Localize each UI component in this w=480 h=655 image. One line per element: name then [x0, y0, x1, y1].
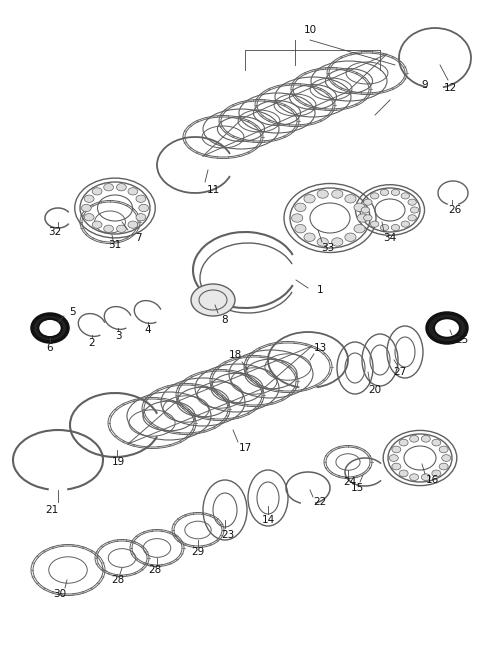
Ellipse shape — [117, 183, 126, 191]
Ellipse shape — [84, 195, 94, 202]
Ellipse shape — [434, 318, 460, 338]
Text: 17: 17 — [239, 443, 252, 453]
Ellipse shape — [410, 207, 419, 213]
Ellipse shape — [354, 203, 365, 212]
Ellipse shape — [364, 199, 372, 205]
Text: 16: 16 — [425, 475, 439, 485]
Ellipse shape — [408, 215, 416, 221]
Ellipse shape — [391, 225, 400, 231]
Text: 20: 20 — [369, 385, 382, 395]
Ellipse shape — [304, 233, 315, 242]
Text: 29: 29 — [192, 547, 204, 557]
Ellipse shape — [295, 225, 306, 233]
Ellipse shape — [117, 225, 126, 233]
Ellipse shape — [191, 284, 235, 316]
Ellipse shape — [389, 455, 398, 461]
Text: 26: 26 — [448, 205, 462, 215]
Ellipse shape — [432, 470, 441, 477]
Ellipse shape — [104, 183, 113, 191]
Text: 4: 4 — [144, 325, 151, 335]
Text: 28: 28 — [111, 575, 125, 585]
Text: 32: 32 — [48, 227, 61, 237]
Ellipse shape — [92, 221, 102, 229]
Ellipse shape — [136, 214, 146, 221]
Ellipse shape — [421, 436, 430, 442]
Ellipse shape — [401, 193, 409, 199]
Text: 6: 6 — [47, 343, 53, 353]
Text: 9: 9 — [422, 80, 428, 90]
Ellipse shape — [421, 474, 430, 481]
Ellipse shape — [439, 463, 448, 470]
Ellipse shape — [345, 195, 356, 203]
Text: 12: 12 — [444, 83, 456, 93]
Text: 31: 31 — [108, 240, 121, 250]
Ellipse shape — [408, 199, 416, 205]
Ellipse shape — [128, 221, 138, 229]
Text: 5: 5 — [69, 307, 75, 317]
Text: 18: 18 — [228, 350, 241, 360]
Text: 27: 27 — [394, 367, 407, 377]
Ellipse shape — [392, 463, 401, 470]
Text: 14: 14 — [262, 515, 275, 525]
Ellipse shape — [432, 440, 441, 446]
Text: 3: 3 — [115, 331, 121, 341]
Ellipse shape — [92, 188, 102, 195]
Ellipse shape — [304, 195, 315, 203]
Ellipse shape — [392, 446, 401, 453]
Ellipse shape — [427, 313, 467, 343]
Ellipse shape — [364, 215, 372, 221]
Text: 23: 23 — [221, 530, 235, 540]
Text: 7: 7 — [135, 233, 141, 243]
Text: 2: 2 — [89, 338, 96, 348]
Ellipse shape — [345, 233, 356, 242]
Ellipse shape — [442, 455, 451, 461]
Ellipse shape — [332, 190, 343, 198]
Ellipse shape — [354, 225, 365, 233]
Text: 21: 21 — [46, 505, 59, 515]
Text: 24: 24 — [343, 477, 357, 487]
Text: 25: 25 — [456, 335, 468, 345]
Ellipse shape — [399, 470, 408, 477]
Ellipse shape — [357, 214, 369, 222]
Ellipse shape — [317, 190, 328, 198]
Text: 22: 22 — [313, 497, 326, 507]
Text: 15: 15 — [350, 483, 364, 493]
Ellipse shape — [317, 238, 328, 246]
Ellipse shape — [136, 195, 146, 202]
Text: 1: 1 — [317, 285, 324, 295]
Ellipse shape — [128, 188, 138, 195]
Text: 11: 11 — [206, 185, 220, 195]
Text: 33: 33 — [322, 243, 335, 253]
Ellipse shape — [380, 225, 389, 231]
Text: 13: 13 — [313, 343, 326, 353]
Text: 30: 30 — [53, 589, 67, 599]
Ellipse shape — [38, 319, 62, 337]
Ellipse shape — [401, 221, 409, 227]
Ellipse shape — [84, 214, 94, 221]
Ellipse shape — [82, 204, 91, 212]
Text: 34: 34 — [384, 233, 396, 243]
Text: 10: 10 — [303, 25, 317, 35]
Ellipse shape — [391, 189, 400, 195]
Ellipse shape — [410, 474, 419, 481]
Ellipse shape — [295, 203, 306, 212]
Text: 28: 28 — [148, 565, 162, 575]
Ellipse shape — [410, 436, 419, 442]
Ellipse shape — [399, 440, 408, 446]
Ellipse shape — [371, 193, 379, 199]
Text: 19: 19 — [111, 457, 125, 467]
Ellipse shape — [380, 189, 389, 195]
Ellipse shape — [371, 221, 379, 227]
Ellipse shape — [291, 214, 303, 222]
Ellipse shape — [139, 204, 149, 212]
Ellipse shape — [361, 207, 370, 213]
Ellipse shape — [332, 238, 343, 246]
Text: 8: 8 — [222, 315, 228, 325]
Ellipse shape — [104, 225, 113, 233]
Ellipse shape — [32, 314, 68, 342]
Ellipse shape — [439, 446, 448, 453]
